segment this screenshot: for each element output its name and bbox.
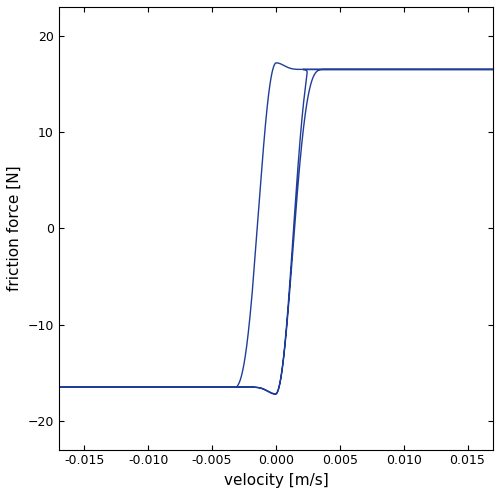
Y-axis label: friction force [N]: friction force [N]: [7, 165, 22, 291]
X-axis label: velocity [m/s]: velocity [m/s]: [224, 473, 328, 488]
